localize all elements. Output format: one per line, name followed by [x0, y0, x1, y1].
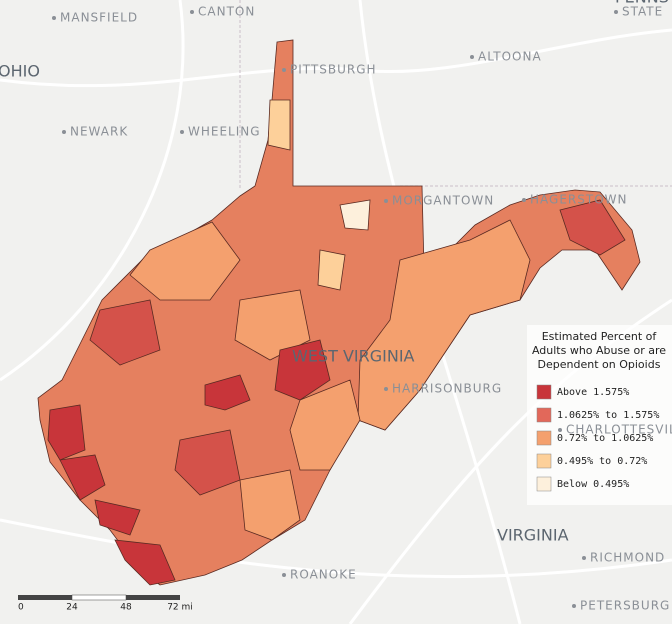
- place-dot: [180, 130, 184, 134]
- legend-title: Estimated Percent of: [542, 330, 658, 343]
- place-label: ALTOONA: [478, 50, 542, 64]
- place-label: STATE: [622, 5, 663, 19]
- place-dot: [572, 604, 576, 608]
- place-label: PITTSBURGH: [290, 63, 377, 77]
- state-label: VIRGINIA: [497, 526, 569, 545]
- county: [174, 429, 241, 496]
- scale-label: 0: [18, 603, 24, 613]
- county: [47, 404, 86, 461]
- county: [129, 221, 241, 301]
- legend-label: Below 0.495%: [557, 479, 629, 490]
- county: [289, 379, 361, 471]
- legend-swatch: [536, 407, 552, 423]
- county: [239, 469, 301, 541]
- state-label: OHIO: [0, 62, 40, 81]
- state-boundaries: [239, 0, 672, 190]
- place-dot: [282, 573, 286, 577]
- west-virginia-counties: [37, 39, 641, 586]
- place-label: RICHMOND: [590, 551, 665, 565]
- county: [559, 199, 626, 256]
- legend-swatch: [536, 430, 552, 446]
- county: [114, 539, 176, 586]
- county: [59, 454, 106, 501]
- place-dot: [558, 428, 562, 432]
- place-dot: [470, 55, 474, 59]
- place-dot: [384, 199, 388, 203]
- state-label: PENNSYLVANIA: [615, 0, 672, 7]
- county: [317, 249, 346, 291]
- county: [357, 219, 531, 431]
- place-dot: [582, 556, 586, 560]
- place-label: HAGERSTOWN: [530, 193, 627, 207]
- legend-title: Adults who Abuse or are: [532, 344, 666, 357]
- county: [267, 99, 291, 151]
- place-label: HARRISONBURG: [392, 382, 502, 396]
- county: [274, 339, 331, 401]
- place-label: CANTON: [198, 5, 255, 19]
- scale-label: 24: [66, 603, 78, 613]
- place-dot: [282, 68, 286, 72]
- county: [89, 299, 161, 366]
- place-label: MANSFIELD: [60, 11, 138, 25]
- legend-label: Above 1.575%: [557, 387, 629, 398]
- legend-swatch: [536, 476, 552, 492]
- county: [204, 374, 251, 411]
- county: [339, 199, 371, 231]
- place-dot: [384, 387, 388, 391]
- legend-label: 0.495% to 0.72%: [557, 456, 647, 467]
- county: [94, 499, 141, 536]
- place-dot: [52, 16, 56, 20]
- place-dot: [522, 198, 526, 202]
- place-label: MORGANTOWN: [392, 194, 494, 208]
- place-label: WHEELING: [188, 125, 261, 139]
- place-label: ROANOKE: [290, 568, 357, 582]
- legend-label: 1.0625% to 1.575%: [557, 410, 659, 421]
- scale-bar: [18, 594, 180, 601]
- scale-label: 48: [120, 603, 132, 613]
- place-dot: [190, 10, 194, 14]
- place-dot: [614, 10, 618, 14]
- legend-label: 0.72% to 1.0625%: [557, 433, 653, 444]
- legend-swatch: [536, 384, 552, 400]
- place-label: CHARLOTTESVILLE: [566, 423, 672, 437]
- place-dot: [62, 130, 66, 134]
- state-label: WEST VIRGINIA: [292, 347, 415, 366]
- place-label: PETERSBURG: [580, 599, 670, 613]
- place-label: NEWARK: [70, 125, 128, 139]
- legend-title: Dependent on Opioids: [538, 358, 661, 371]
- scale-label: 72 mi: [167, 603, 193, 613]
- legend-swatch: [536, 453, 552, 469]
